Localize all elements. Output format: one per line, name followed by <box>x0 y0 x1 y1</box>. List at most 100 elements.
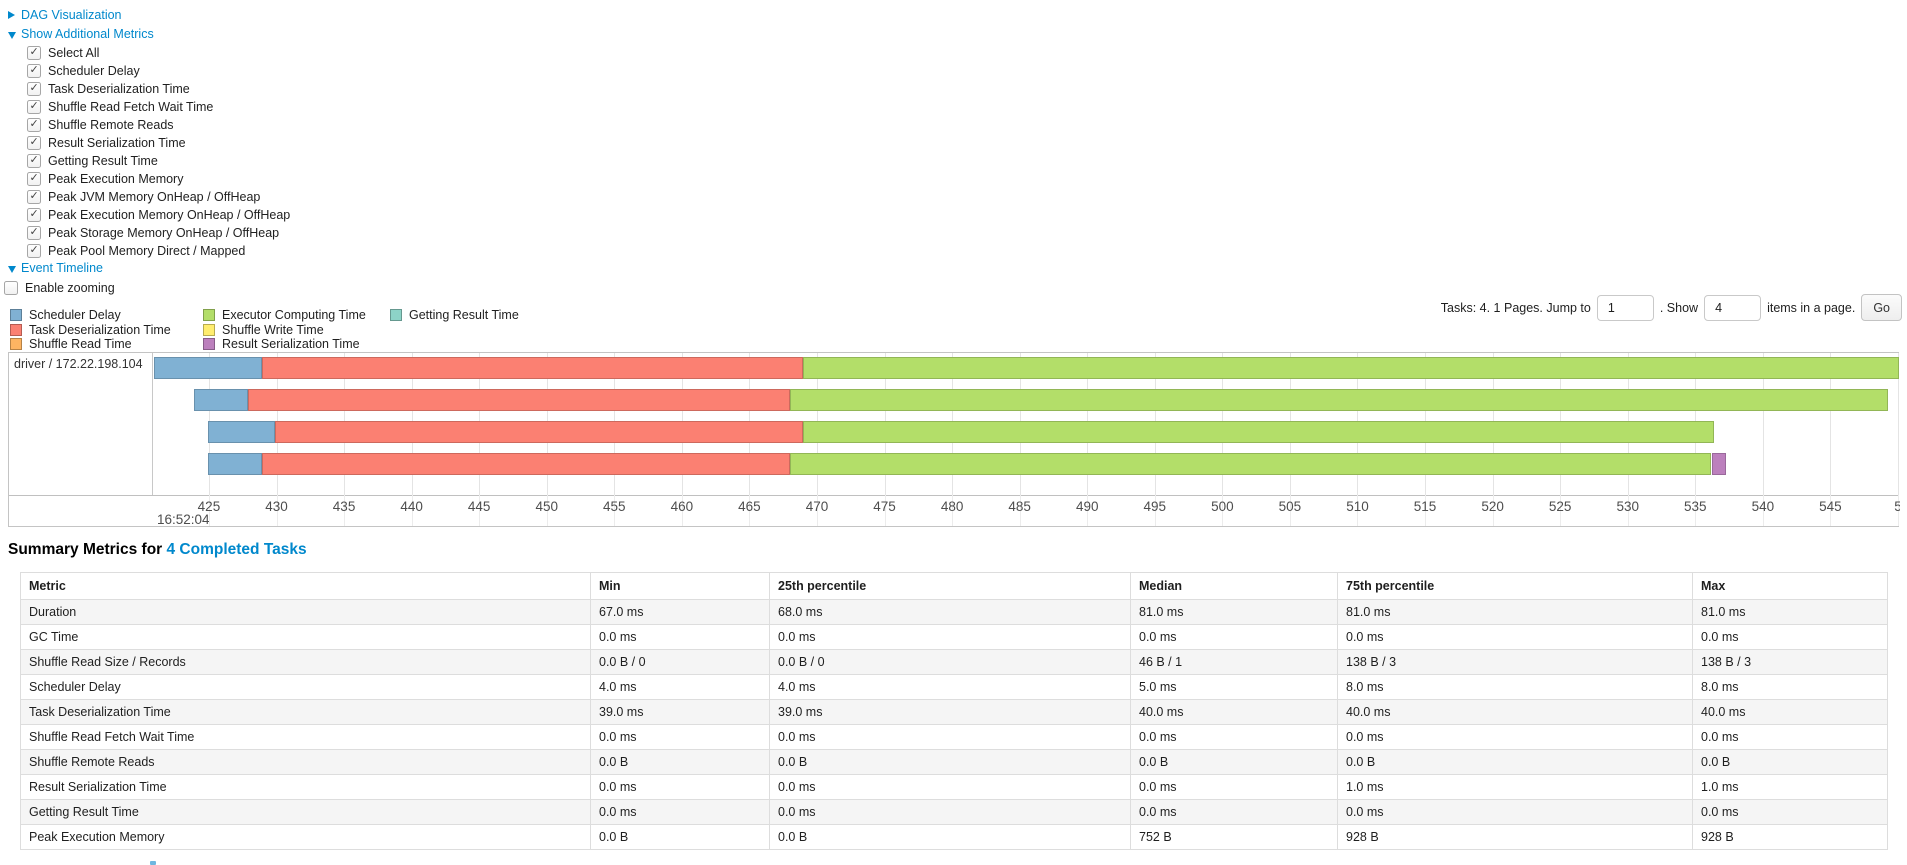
table-row: Getting Result Time 0.0 ms 0.0 ms 0.0 ms 0.0… <box>20 799 1888 825</box>
show-additional-metrics-link[interactable]: Show Additional Metrics <box>21 27 154 41</box>
timeline-tick-mark <box>411 495 413 526</box>
event-timeline-link[interactable]: Event Timeline <box>21 261 103 275</box>
metric-checkbox-item[interactable]: Task Deserialization Time <box>27 80 290 98</box>
go-button[interactable]: Go <box>1861 294 1902 321</box>
table-row: Task Deserialization Time 39.0 ms 39.0 ms 4… <box>20 699 1888 725</box>
metric-checkbox-item[interactable]: Scheduler Delay <box>27 62 290 80</box>
checkbox-checked-icon[interactable] <box>27 154 41 168</box>
checkbox-checked-icon[interactable] <box>27 190 41 204</box>
metric-checkbox-item[interactable]: Peak Storage Memory OnHeap / OffHeap <box>27 224 290 242</box>
metric-checkbox-item[interactable]: Result Serialization Time <box>27 134 290 152</box>
timeline-tick-label: 475 <box>873 499 896 514</box>
metric-value-cell: 46 B / 1 <box>1130 649 1338 675</box>
checkbox-checked-icon[interactable] <box>27 118 41 132</box>
checkbox-checked-icon[interactable] <box>27 100 41 114</box>
checkbox-checked-icon[interactable] <box>27 46 41 60</box>
metric-value-cell: 0.0 ms <box>1692 624 1888 650</box>
metric-value-cell: 0.0 ms <box>1692 799 1888 825</box>
dag-visualization-link[interactable]: DAG Visualization <box>21 8 122 22</box>
metric-value-cell: 138 B / 3 <box>1337 649 1693 675</box>
checkbox-checked-icon[interactable] <box>27 226 41 240</box>
checkbox-checked-icon[interactable] <box>27 208 41 222</box>
timeline-tick-label: 505 <box>1278 499 1302 514</box>
pagination-prefix-text: Tasks: 4. 1 Pages. Jump to <box>1440 300 1591 315</box>
summary-metrics-table: Metric Min 25th percentile Median 75th perce… <box>20 572 1888 850</box>
timeline-tick-mark <box>884 495 886 526</box>
metric-name-cell: Task Deserialization Time <box>20 699 591 725</box>
timeline-tick-mark <box>208 495 210 526</box>
checkbox-checked-icon[interactable] <box>27 82 41 96</box>
metric-checkbox-item[interactable]: Shuffle Read Fetch Wait Time <box>27 98 290 116</box>
metric-checkbox-item[interactable]: Select All <box>27 44 290 62</box>
metric-value-cell: 4.0 ms <box>769 674 1131 700</box>
expanded-arrow-icon <box>8 31 16 39</box>
checkbox-checked-icon[interactable] <box>27 244 41 258</box>
timeline-tick-label: 440 <box>400 499 423 514</box>
metric-value-cell: 0.0 ms <box>1130 624 1338 650</box>
timeline-tick-mark <box>1154 495 1156 526</box>
metric-value-cell: 8.0 ms <box>1337 674 1693 700</box>
timeline-tick-label: 460 <box>670 499 694 514</box>
items-per-page-input[interactable] <box>1704 294 1762 321</box>
metric-checkbox-item[interactable]: Peak Execution Memory <box>27 170 290 188</box>
metric-checkbox-item[interactable]: Getting Result Time <box>27 152 290 170</box>
legend-label: Scheduler Delay <box>29 308 121 322</box>
dag-visualization-toggle[interactable]: DAG Visualization <box>8 7 122 23</box>
metric-value-cell: 0.0 B <box>590 824 770 850</box>
timeline-gridline <box>1762 353 1764 495</box>
timeline-bar-task-deserialization <box>261 357 804 379</box>
timeline-bar-executor-computing <box>789 453 1712 475</box>
metric-value-cell: 1.0 ms <box>1692 774 1888 800</box>
jump-to-page-input[interactable] <box>1596 294 1654 321</box>
checkbox-unchecked-icon[interactable] <box>4 281 18 295</box>
metric-value-cell: 81.0 ms <box>1337 599 1693 625</box>
timeline-bar-task-deserialization <box>261 453 790 475</box>
timeline-tick-label: 430 <box>265 499 288 514</box>
timeline-tick-mark <box>1830 495 1832 526</box>
task-pagination: Tasks: 4. 1 Pages. Jump to . Show items … <box>1441 294 1902 321</box>
legend-swatch-icon <box>203 323 215 336</box>
metric-checkbox-item[interactable]: Shuffle Remote Reads <box>27 116 290 134</box>
timeline-tick-mark <box>1289 495 1291 526</box>
metric-value-cell: 0.0 ms <box>769 624 1131 650</box>
timeline-tick-mark <box>1222 495 1224 526</box>
legend-item: Executor Computing Time <box>203 308 366 322</box>
timeline-tick-label: 540 <box>1751 499 1775 514</box>
metric-value-cell: 0.0 ms <box>590 724 770 750</box>
enable-zooming-option[interactable]: Enable zooming <box>4 279 115 297</box>
legend-swatch-icon <box>10 309 22 321</box>
metric-checkbox-item[interactable]: Peak JVM Memory OnHeap / OffHeap <box>27 188 290 206</box>
metric-value-cell: 81.0 ms <box>1692 599 1888 625</box>
metric-name-cell: Getting Result Time <box>20 799 591 825</box>
timeline-bar-executor-computing <box>803 421 1715 443</box>
table-row: Result Serialization Time 0.0 ms 0.0 ms 0.0… <box>20 774 1888 800</box>
metric-value-cell: 0.0 ms <box>590 774 770 800</box>
metric-value-cell: 0.0 ms <box>590 799 770 825</box>
checkbox-checked-icon[interactable] <box>27 64 41 78</box>
timeline-tick-label: 425 <box>197 499 221 514</box>
metric-checkbox-item[interactable]: Peak Execution Memory OnHeap / OffHeap <box>27 206 290 224</box>
legend-item: Shuffle Write Time <box>203 323 366 337</box>
metric-value-cell: 0.0 B <box>1692 749 1888 775</box>
show-additional-metrics-toggle[interactable]: Show Additional Metrics <box>8 26 154 42</box>
checkbox-checked-icon[interactable] <box>27 172 41 186</box>
column-header: Min <box>590 572 770 600</box>
metric-value-cell: 0.0 B <box>769 824 1131 850</box>
metric-checkbox-label: Shuffle Read Fetch Wait Time <box>48 100 214 114</box>
timeline-tick-mark <box>276 495 278 526</box>
metric-value-cell: 0.0 ms <box>1337 624 1693 650</box>
metric-value-cell: 0.0 ms <box>590 624 770 650</box>
checkbox-checked-icon[interactable] <box>27 136 41 150</box>
timeline-tick-label: 510 <box>1346 499 1369 514</box>
metric-checkbox-item[interactable]: Peak Pool Memory Direct / Mapped <box>27 242 290 260</box>
metric-value-cell: 0.0 ms <box>1130 774 1338 800</box>
summary-metrics-heading: Summary Metrics for 4 Completed Tasks <box>8 541 307 559</box>
completed-tasks-link[interactable]: 4 Completed Tasks <box>166 541 307 558</box>
timeline-major-tick-label: 16:52:04 <box>157 512 210 526</box>
event-timeline-toggle[interactable]: Event Timeline <box>8 260 103 276</box>
legend-item: Task Deserialization Time <box>10 323 171 337</box>
timeline-tick-mark <box>952 495 954 526</box>
metric-value-cell: 0.0 B / 0 <box>590 649 770 675</box>
table-row: Duration 67.0 ms 68.0 ms 81.0 ms 81.0 ms 81.0… <box>20 599 1888 625</box>
metric-checkbox-label: Getting Result Time <box>48 154 158 168</box>
